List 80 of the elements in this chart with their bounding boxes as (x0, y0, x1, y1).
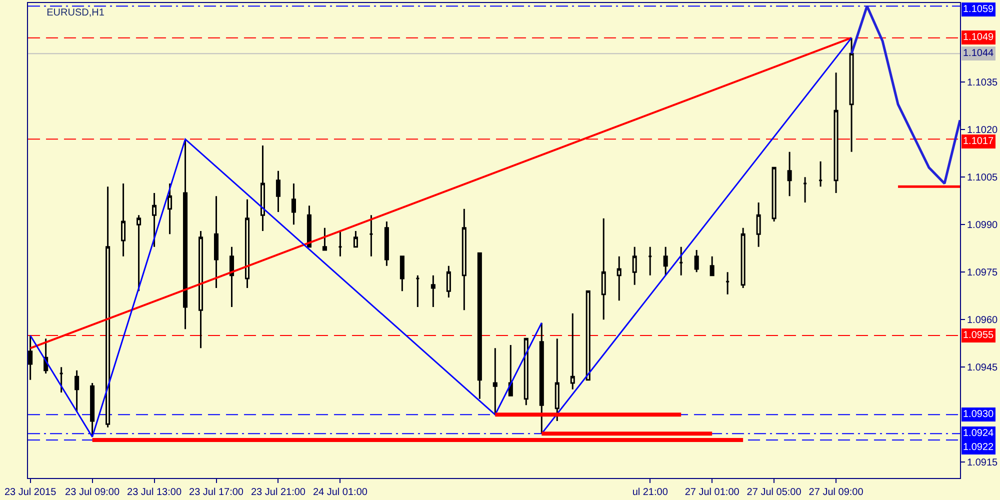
candlestick (384, 220, 389, 267)
chart-title: EURUSD,H1 (46, 8, 105, 18)
candlestick (710, 256, 714, 276)
x-tick-label: 23 Jul 13:00 (127, 487, 182, 498)
ref-line-label: 1.0922 (963, 442, 994, 453)
candlestick (152, 192, 157, 248)
candlestick (415, 274, 420, 308)
candlestick (198, 230, 204, 349)
candlestick (570, 312, 575, 390)
candlestick (632, 246, 637, 286)
y-tick-label: 1.0990 (967, 220, 998, 232)
candlestick (400, 256, 404, 292)
candlestick (168, 182, 172, 235)
candlestick (106, 186, 110, 428)
ref-line-label: 1.0930 (963, 409, 994, 420)
candlestick (244, 198, 250, 289)
ref-line-label: 1.0924 (963, 428, 994, 439)
candlestick (663, 246, 668, 276)
candlestick (121, 182, 126, 258)
candlestick (524, 338, 528, 406)
candlestick (322, 227, 327, 251)
candlestick (214, 195, 219, 289)
ref-line-label: 1.0955 (963, 330, 994, 341)
candlestick (648, 246, 652, 276)
y-tick-label: 1.1020 (967, 125, 998, 136)
candlestick (756, 202, 761, 248)
x-tick-label: 23 Jul 09:00 (65, 487, 120, 498)
candlestick (306, 204, 312, 248)
candlestick (694, 249, 699, 273)
line-series (850, 4, 960, 185)
x-tick-label: 24 Jul 01:00 (312, 487, 368, 498)
candlestick (834, 72, 838, 194)
x-tick-label: 27 Jul 05:00 (746, 487, 802, 498)
candlestick (849, 37, 854, 153)
candlestick (229, 246, 234, 308)
x-tick-label: 23 Jul 17:00 (189, 487, 244, 498)
candlestick (28, 334, 33, 381)
y-tick-label: 1.0960 (967, 315, 998, 326)
candlestick (787, 151, 792, 197)
candlestick (508, 344, 513, 396)
y-tick-label: 1.0915 (967, 458, 998, 469)
candlestick (539, 322, 544, 434)
candlestick (183, 138, 188, 330)
ref-line-label: 1.1049 (963, 32, 994, 43)
candlestick (59, 366, 64, 394)
candlestick (353, 230, 358, 248)
candlestick (740, 227, 746, 289)
candlestick (678, 246, 684, 276)
candlestick (818, 160, 823, 188)
candlestick (446, 265, 451, 298)
candlestick (616, 256, 622, 302)
x-tick-label: ul 21:00 (632, 487, 668, 498)
x-tick-label: 27 Jul 01:00 (684, 487, 740, 498)
candlestick (430, 274, 436, 308)
x-tick-label: 27 Jul 09:00 (808, 487, 864, 498)
y-tick-label: 1.0945 (967, 362, 998, 374)
candlestick (338, 230, 342, 258)
candlestick (477, 252, 482, 400)
candlestick (772, 166, 776, 222)
x-tick-label: 23 Jul 21:00 (250, 487, 306, 498)
candlestick (492, 347, 498, 416)
candlestick (74, 370, 80, 412)
y-tick-label: 1.0975 (967, 268, 998, 279)
candlestick (291, 182, 296, 226)
y-tick-label: 1.1035 (967, 78, 998, 89)
ref-line-label: 1.1044 (963, 48, 994, 59)
candlestick (368, 214, 374, 258)
candlestick (725, 271, 730, 296)
candlestick (136, 214, 142, 292)
ref-line-label: 1.1059 (963, 4, 994, 15)
x-tick-label: 23 Jul 2015 (4, 487, 57, 498)
candlestick (802, 176, 808, 204)
candlestick (276, 170, 281, 213)
candlestick (260, 144, 266, 232)
candlestick (586, 290, 590, 381)
candlestick (601, 218, 606, 320)
y-tick-label: 1.1005 (967, 172, 998, 184)
ref-line-label: 1.1017 (963, 136, 994, 147)
candlestick (554, 338, 560, 422)
candlestick (462, 208, 466, 311)
